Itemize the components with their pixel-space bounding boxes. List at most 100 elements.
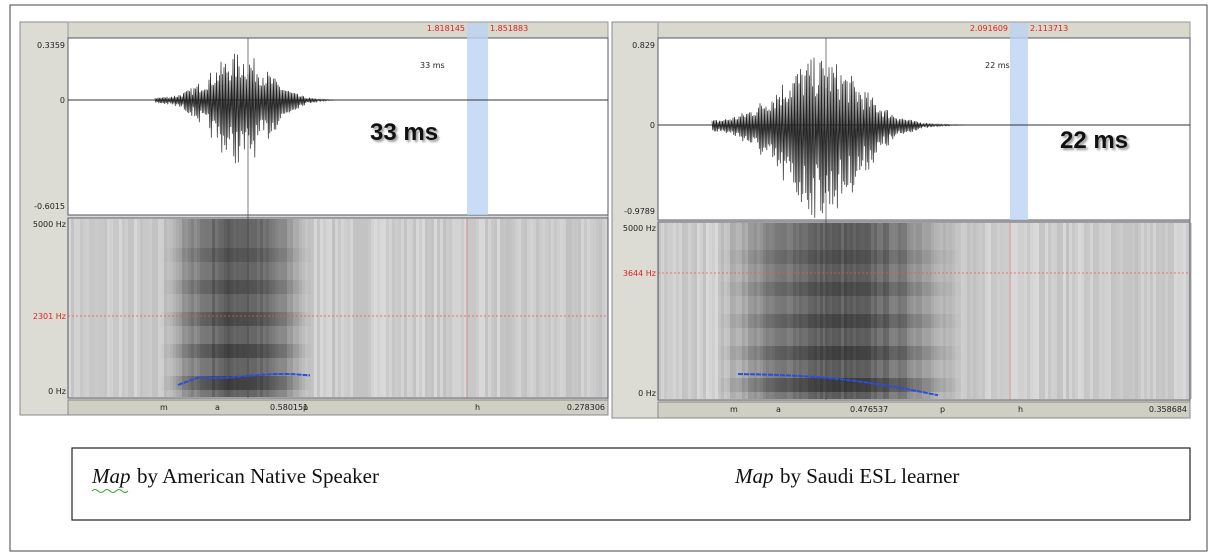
- formant: [203, 248, 206, 262]
- formant: [248, 376, 251, 390]
- spectrogram-column: [808, 223, 811, 399]
- formant: [904, 314, 907, 328]
- spectrogram-column: [727, 223, 730, 399]
- formant: [754, 346, 757, 360]
- formant: [940, 282, 943, 296]
- formant: [248, 280, 251, 294]
- spectrogram-column: [443, 219, 446, 397]
- spectrogram-column: [296, 219, 299, 397]
- spectrogram-column: [482, 219, 485, 397]
- formant: [901, 314, 904, 328]
- formant: [823, 346, 826, 360]
- formant: [883, 346, 886, 360]
- spectrogram-column: [892, 223, 895, 399]
- formant: [853, 250, 856, 264]
- formant: [185, 280, 188, 294]
- formant: [811, 282, 814, 296]
- spectrogram-column: [212, 219, 215, 397]
- formant: [862, 314, 865, 328]
- formant: [793, 282, 796, 296]
- spectrogram-column: [979, 223, 982, 399]
- formant: [943, 314, 946, 328]
- formant: [212, 376, 215, 390]
- spectrogram-column: [131, 219, 134, 397]
- formant: [931, 346, 934, 360]
- formant: [194, 280, 197, 294]
- formant: [913, 250, 916, 264]
- formant: [787, 378, 790, 392]
- formant: [955, 250, 958, 264]
- formant: [775, 378, 778, 392]
- formant: [802, 378, 805, 392]
- formant: [904, 282, 907, 296]
- formant: [179, 280, 182, 294]
- formant: [805, 378, 808, 392]
- formant: [239, 344, 242, 358]
- spectrogram-column: [769, 223, 772, 399]
- formant: [907, 378, 910, 392]
- formant: [185, 312, 188, 326]
- formant: [916, 378, 919, 392]
- formant: [904, 378, 907, 392]
- spectrogram-column: [311, 219, 314, 397]
- formant: [260, 248, 263, 262]
- formant: [221, 280, 224, 294]
- formant: [290, 248, 293, 262]
- formant: [308, 248, 311, 262]
- formant: [173, 248, 176, 262]
- formant: [224, 280, 227, 294]
- formant: [928, 250, 931, 264]
- formant: [263, 376, 266, 390]
- formant: [194, 344, 197, 358]
- formant: [787, 282, 790, 296]
- formant: [278, 376, 281, 390]
- tier-label: m: [160, 403, 168, 412]
- spectrogram-column: [967, 223, 970, 399]
- spectrogram-column: [578, 219, 581, 397]
- formant: [170, 248, 173, 262]
- spectrogram-column: [224, 219, 227, 397]
- formant: [814, 282, 817, 296]
- spectrogram-column: [823, 223, 826, 399]
- formant: [913, 282, 916, 296]
- spectrogram-column: [730, 223, 733, 399]
- spectrogram-column: [1117, 223, 1120, 399]
- formant: [769, 314, 772, 328]
- formant: [934, 378, 937, 392]
- formant: [799, 346, 802, 360]
- formant: [889, 250, 892, 264]
- formant: [790, 314, 793, 328]
- spectrogram-column: [254, 219, 257, 397]
- formant: [257, 248, 260, 262]
- formant: [805, 250, 808, 264]
- formant: [784, 378, 787, 392]
- spectrogram-column: [958, 223, 961, 399]
- waveform-bg: [67, 37, 609, 216]
- spectrogram-column: [1030, 223, 1033, 399]
- selection-end: 1.851883: [490, 24, 528, 33]
- formant: [826, 250, 829, 264]
- formant: [197, 248, 200, 262]
- spectrogram-column: [326, 219, 329, 397]
- spectrogram-column: [554, 219, 557, 397]
- formant: [856, 250, 859, 264]
- formant: [823, 314, 826, 328]
- formant: [176, 280, 179, 294]
- spectrogram-column: [521, 219, 524, 397]
- spectrogram-column: [838, 223, 841, 399]
- spectrogram-column: [170, 219, 173, 397]
- spectrogram-column: [134, 219, 137, 397]
- formant: [886, 282, 889, 296]
- formant: [910, 282, 913, 296]
- formant: [946, 250, 949, 264]
- spectrogram-column: [359, 219, 362, 397]
- spectrogram-column: [260, 219, 263, 397]
- spectrogram-column: [266, 219, 269, 397]
- formant: [757, 346, 760, 360]
- spectrogram-column: [1048, 223, 1051, 399]
- spectrogram-column: [826, 223, 829, 399]
- formant: [952, 346, 955, 360]
- freq-bottom: 0 Hz: [638, 389, 656, 398]
- formant: [215, 248, 218, 262]
